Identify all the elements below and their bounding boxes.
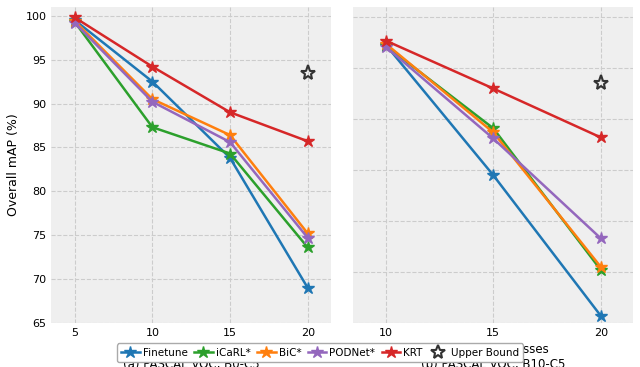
X-axis label: Number of Classes
(a) PASCAL VOC, B0-C5: Number of Classes (a) PASCAL VOC, B0-C5 [123,344,259,367]
Legend: Finetune, iCaRL*, BiC*, PODNet*, KRT, Upper Bound: Finetune, iCaRL*, BiC*, PODNet*, KRT, Up… [116,344,524,362]
Y-axis label: Overall mAP (%): Overall mAP (%) [7,113,20,216]
X-axis label: Number of Classes
(b) PASCAL VOC, B10-C5: Number of Classes (b) PASCAL VOC, B10-C5 [421,344,565,367]
